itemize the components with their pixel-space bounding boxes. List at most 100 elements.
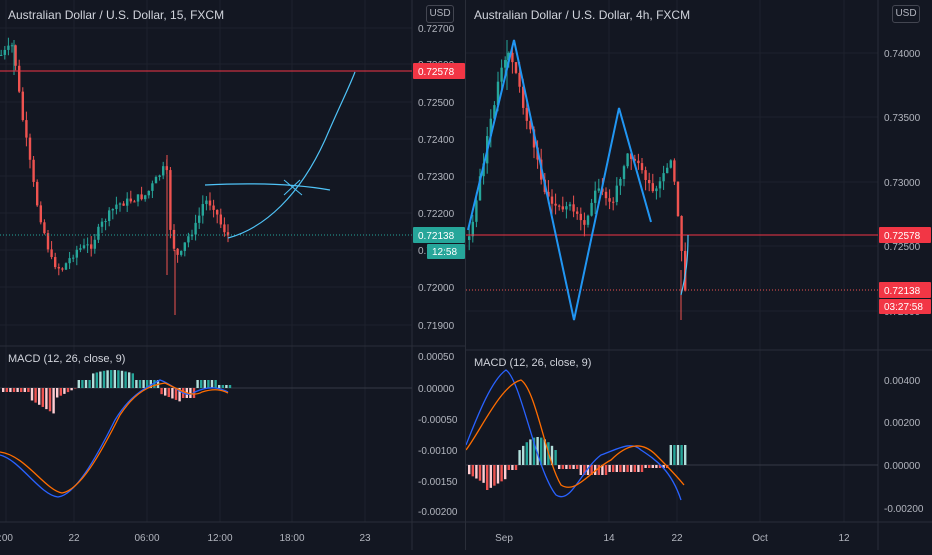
candle-body [162,166,165,176]
candle-body [72,257,75,259]
candle-body [507,52,510,61]
candle-body [583,220,586,225]
candle-body [489,118,492,137]
macd-histogram-bar [482,465,485,483]
candle-body [39,205,42,223]
candle-body [511,52,514,63]
level-price-tag [413,63,465,79]
macd-histogram-bar [630,465,633,472]
candle-body [198,215,201,223]
macd-title-15m: MACD (12, 26, close, 9) [8,353,126,365]
price-axis-label: 0.72400 [418,135,455,146]
macd-histogram-bar [5,388,8,392]
macd-histogram-bar [92,373,95,388]
price-axis-15m: 0.727000.726000.725000.724000.723000.722… [413,24,465,332]
macd-histogram-bar [568,465,572,469]
candle-body [0,54,3,56]
currency-button-15m[interactable]: USD [426,5,454,23]
candle-body [158,175,161,178]
macd-histogram-bar [16,388,19,392]
trend-line-drawing[interactable] [204,183,331,191]
macd-histogram-bar [106,370,109,388]
macd-histogram-bar [504,465,507,480]
macd-histogram-bar [120,370,124,388]
macd-histogram-bar [579,465,582,475]
macd-histogram-bar [561,465,564,469]
macd-histogram-bar [30,388,34,401]
macd-histogram-bar [128,372,131,388]
candle-body [493,105,496,119]
macd-histogram-bar [648,465,651,468]
candle-body [151,183,154,191]
macd-histogram-bar [662,465,665,468]
chart-canvas-15m[interactable]: 0.727000.726000.725000.724000.723000.722… [0,0,466,550]
curve-drawing[interactable] [227,71,356,239]
candle-body [637,160,640,164]
macd-histogram-bar [221,385,224,388]
macd-histogram-bar [135,380,138,388]
candle-body [579,213,582,221]
candle-body [608,198,611,202]
macd-histogram-bar [608,465,611,472]
macd-histogram-bar [583,465,586,475]
candle-body [64,263,68,270]
time-axis-label: 12 [838,533,850,544]
chart-canvas-4h[interactable]: 0.740000.735000.730000.725000.720000.725… [465,0,932,550]
macd-histogram-bar [597,465,600,475]
last-price-label: 0.72138 [418,231,455,242]
candle-body [504,60,507,68]
macd-histogram-bar [514,465,518,470]
candle-body [529,120,532,130]
macd-histogram-bar [113,370,116,388]
candle-body [126,198,129,206]
candle-body [558,205,561,207]
macd-axis-label: -0.00150 [418,477,458,488]
last-price-tag [879,282,931,298]
macd-histogram-bar [142,380,145,388]
macd-histogram-bar [493,465,496,486]
macd-histogram-bar [640,465,644,472]
time-axis-label: Sep [495,533,513,544]
candle-body [14,45,17,66]
candle-body [136,194,140,202]
macd-axis-label: -0.00200 [418,507,458,518]
macd-histogram-bar [684,445,687,465]
candle-body [28,137,32,160]
macd-histogram-15m [0,370,412,414]
time-axis-label: 23 [359,533,371,544]
candle-body [61,268,64,270]
price-axis-label: 0.72500 [884,242,921,253]
macd-histogram-4h [466,437,878,490]
chart-pane-4h[interactable]: 0.740000.735000.730000.725000.720000.725… [465,0,932,550]
price-axis-label: 0.72300 [418,172,455,183]
chart-pane-15m[interactable]: 0.727000.726000.725000.724000.723000.722… [0,0,466,550]
candles-15m [0,37,230,315]
macd-histogram-bar [59,388,62,396]
candle-body [57,267,60,269]
candle-body [572,204,575,212]
curve-drawing[interactable] [680,234,689,296]
macd-histogram-bar [622,465,626,472]
macd-histogram-bar [124,371,127,388]
candle-body [147,190,150,196]
candle-body [104,221,107,223]
candle-body [630,153,633,159]
candle-body [619,178,622,186]
macd-axis-label: 0.00400 [884,376,921,387]
candle-body [648,180,651,184]
macd-histogram-bar [171,388,174,399]
currency-button-4h[interactable]: USD [892,5,920,23]
macd-axis-4h: 0.00400 0.00200 0.00000 -0.00200 [884,376,924,515]
candle-body [655,188,658,192]
cross-line-drawing[interactable] [283,179,303,196]
candle-body [108,210,111,222]
zigzag-pattern-drawing[interactable] [467,39,652,321]
candle-body [478,176,482,201]
macd-histogram-bar [612,465,615,472]
candle-body [644,170,647,181]
price-axis-label: 0.73000 [884,178,921,189]
macd-histogram-bar [572,465,575,469]
candle-body [471,221,474,237]
candle-body [3,49,6,55]
candle-body [565,206,568,210]
